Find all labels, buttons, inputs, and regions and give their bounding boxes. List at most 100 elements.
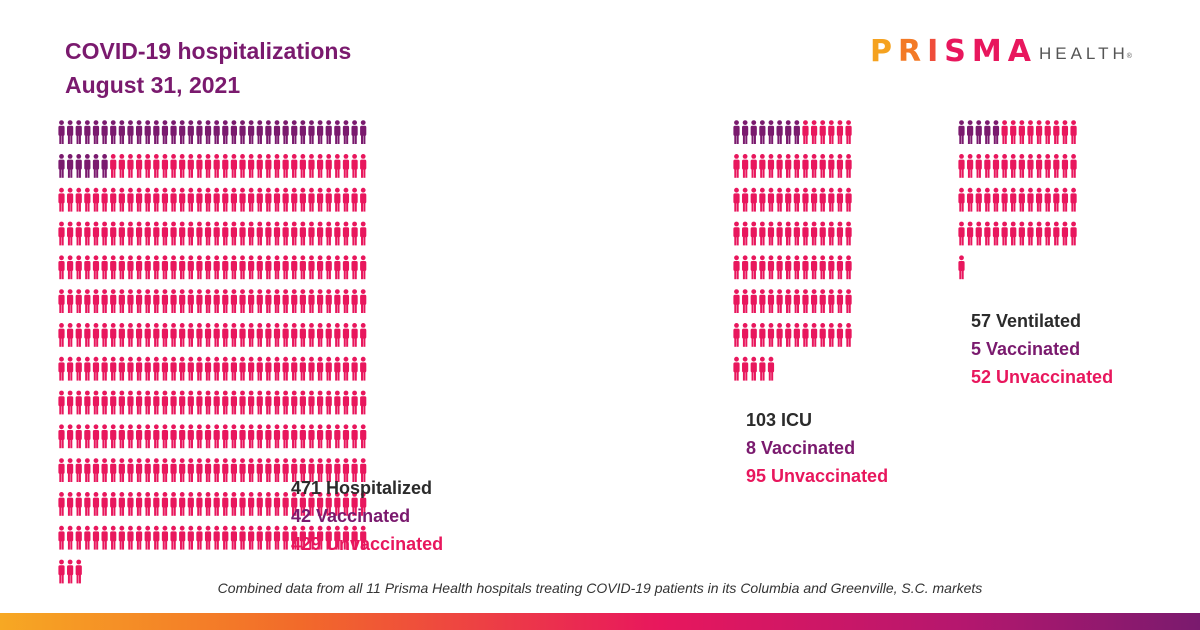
unvaccinated-person-icon [204,492,212,516]
unvaccinated-person-icon [342,289,350,313]
unvaccinated-person-icon [204,525,212,550]
unvaccinated-person-icon [299,424,306,449]
unvaccinated-person-icon [196,255,203,280]
unvaccinated-person-icon [733,255,740,280]
unvaccinated-person-icon [836,255,844,280]
unvaccinated-person-icon [325,323,332,347]
icu-vaccinated-label: 8 Vaccinated [746,438,856,458]
unvaccinated-person-icon [118,525,125,550]
unvaccinated-person-icon [187,356,194,381]
unvaccinated-person-icon [1001,187,1008,212]
unvaccinated-person-icon [793,221,800,246]
unvaccinated-person-icon [299,187,306,212]
unvaccinated-person-icon [351,424,358,449]
unvaccinated-person-icon [127,255,134,280]
unvaccinated-person-icon [84,356,91,381]
unvaccinated-person-icon [325,492,332,516]
unvaccinated-person-icon [110,356,117,381]
unvaccinated-person-icon [845,323,852,347]
vaccinated-person-icon [325,120,332,144]
unvaccinated-person-icon [144,525,151,550]
unvaccinated-person-icon [84,525,91,550]
unvaccinated-person-icon [75,356,82,381]
unvaccinated-person-icon [845,120,852,144]
unvaccinated-person-icon [360,187,367,212]
unvaccinated-person-icon [273,458,281,482]
logo-letter: R [898,34,928,69]
vaccinated-person-icon [84,154,91,178]
unvaccinated-person-icon [161,289,169,313]
unvaccinated-person-icon [239,356,246,381]
vaccinated-person-icon [750,120,757,144]
unvaccinated-person-icon [101,356,108,381]
unvaccinated-person-icon [785,187,792,212]
unvaccinated-person-icon [351,458,358,482]
unvaccinated-person-icon [170,154,177,178]
unvaccinated-person-icon [161,458,169,482]
unvaccinated-person-icon [325,458,332,482]
unvaccinated-person-icon [170,323,177,347]
unvaccinated-person-icon [776,154,783,178]
unvaccinated-person-icon [118,187,125,212]
unvaccinated-person-icon [291,323,298,347]
unvaccinated-person-icon [187,289,194,313]
unvaccinated-person-icon [360,424,367,449]
icu-pictograph [733,120,852,381]
unvaccinated-person-icon [187,390,194,415]
vaccinated-person-icon [984,120,991,144]
unvaccinated-person-icon [273,255,281,280]
unvaccinated-person-icon [153,525,160,550]
unvaccinated-person-icon [1010,221,1017,246]
unvaccinated-person-icon [742,323,749,347]
unvaccinated-person-icon [282,356,289,381]
vaccinated-person-icon [334,120,341,144]
unvaccinated-person-icon [282,187,289,212]
unvaccinated-person-icon [135,525,143,550]
unvaccinated-person-icon [58,356,65,381]
unvaccinated-person-icon [92,221,100,246]
unvaccinated-person-icon [135,221,143,246]
unvaccinated-person-icon [153,492,160,516]
unvaccinated-person-icon [273,187,281,212]
unvaccinated-person-icon [118,154,125,178]
unvaccinated-person-icon [299,458,306,482]
unvaccinated-person-icon [291,154,298,178]
unvaccinated-person-icon [127,154,134,178]
unvaccinated-person-icon [110,424,117,449]
unvaccinated-person-icon [750,187,757,212]
unvaccinated-person-icon [334,356,341,381]
unvaccinated-person-icon [187,424,194,449]
unvaccinated-person-icon [213,154,220,178]
unvaccinated-person-icon [239,390,246,415]
title-line-2: August 31, 2021 [65,72,241,98]
vaccinated-person-icon [230,120,237,144]
unvaccinated-person-icon [118,458,125,482]
unvaccinated-person-icon [239,255,246,280]
unvaccinated-person-icon [135,458,143,482]
unvaccinated-person-icon [845,221,852,246]
unvaccinated-person-icon [204,458,212,482]
unvaccinated-person-icon [248,458,255,482]
vaccinated-person-icon [308,120,315,144]
unvaccinated-person-icon [222,221,229,246]
unvaccinated-person-icon [265,424,272,449]
unvaccinated-person-icon [984,154,991,178]
unvaccinated-person-icon [135,289,143,313]
unvaccinated-person-icon [767,289,775,313]
unvaccinated-person-icon [230,458,237,482]
unvaccinated-person-icon [161,187,169,212]
unvaccinated-person-icon [334,187,341,212]
unvaccinated-person-icon [144,424,151,449]
unvaccinated-person-icon [204,221,212,246]
unvaccinated-person-icon [291,424,298,449]
unvaccinated-person-icon [299,492,306,516]
unvaccinated-person-icon [256,424,263,449]
unvaccinated-person-icon [802,255,809,280]
unvaccinated-person-icon [144,289,151,313]
unvaccinated-person-icon [67,289,74,313]
unvaccinated-person-icon [767,154,775,178]
unvaccinated-person-icon [118,323,125,347]
unvaccinated-person-icon [230,221,237,246]
unvaccinated-person-icon [265,492,272,516]
unvaccinated-person-icon [67,221,74,246]
